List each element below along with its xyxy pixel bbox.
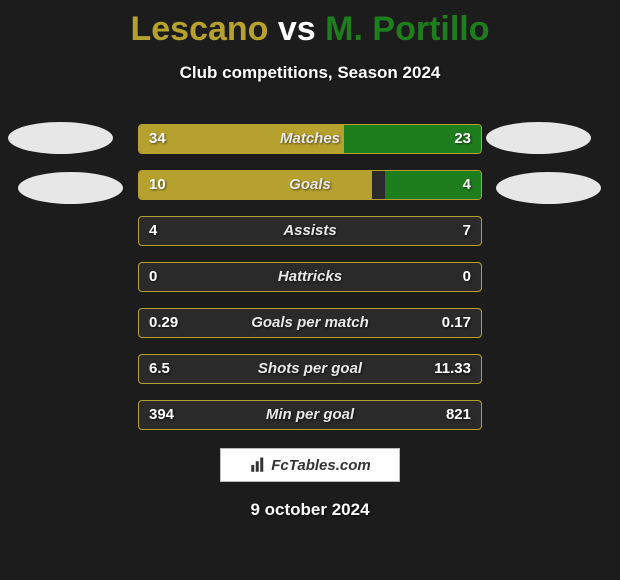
player2-name: M. Portillo — [325, 10, 489, 48]
right-value: 0 — [463, 263, 471, 292]
stat-row: Matches34 23 — [138, 124, 482, 154]
player2-badge-placeholder — [486, 122, 591, 154]
right-value: 23 — [454, 125, 471, 154]
player2-badge-placeholder — [496, 172, 601, 204]
stat-row: Shots per goal6.5 11.33 — [138, 354, 482, 384]
stat-row: Min per goal394 821 — [138, 400, 482, 430]
left-value: 394 — [149, 401, 174, 430]
player1-badge-placeholder — [8, 122, 113, 154]
right-value: 4 — [463, 171, 471, 200]
stat-label: Matches — [139, 125, 481, 154]
stat-label: Shots per goal — [139, 355, 481, 384]
stat-row: Goals10 4 — [138, 170, 482, 200]
left-value: 4 — [149, 217, 157, 246]
right-value: 821 — [446, 401, 471, 430]
player1-name: Lescano — [130, 10, 268, 48]
brand-footer: FcTables.com — [220, 448, 400, 482]
stat-label: Goals per match — [139, 309, 481, 338]
left-value: 6.5 — [149, 355, 170, 384]
stat-label: Goals — [139, 171, 481, 200]
vs-label: vs — [278, 10, 316, 48]
title-row: Lescano vs M. Portillo — [0, 0, 620, 49]
comparison-infographic: Lescano vs M. Portillo Club competitions… — [0, 0, 620, 580]
stat-label: Assists — [139, 217, 481, 246]
stat-label: Min per goal — [139, 401, 481, 430]
stat-label: Hattricks — [139, 263, 481, 292]
brand-text: FcTables.com — [271, 457, 370, 474]
date-label: 9 october 2024 — [0, 500, 620, 520]
right-value: 0.17 — [442, 309, 471, 338]
left-value: 0.29 — [149, 309, 178, 338]
right-value: 11.33 — [434, 355, 471, 384]
left-value: 34 — [149, 125, 166, 154]
bar-chart-icon — [249, 456, 267, 474]
subtitle: Club competitions, Season 2024 — [0, 63, 620, 83]
right-value: 7 — [463, 217, 471, 246]
stat-row: Assists4 7 — [138, 216, 482, 246]
left-value: 0 — [149, 263, 157, 292]
stat-row: Goals per match0.29 0.17 — [138, 308, 482, 338]
stat-row: Hattricks0 0 — [138, 262, 482, 292]
stat-bars: Matches3423Goals104Assists47Hattricks00G… — [138, 124, 482, 446]
left-value: 10 — [149, 171, 166, 200]
player1-badge-placeholder — [18, 172, 123, 204]
